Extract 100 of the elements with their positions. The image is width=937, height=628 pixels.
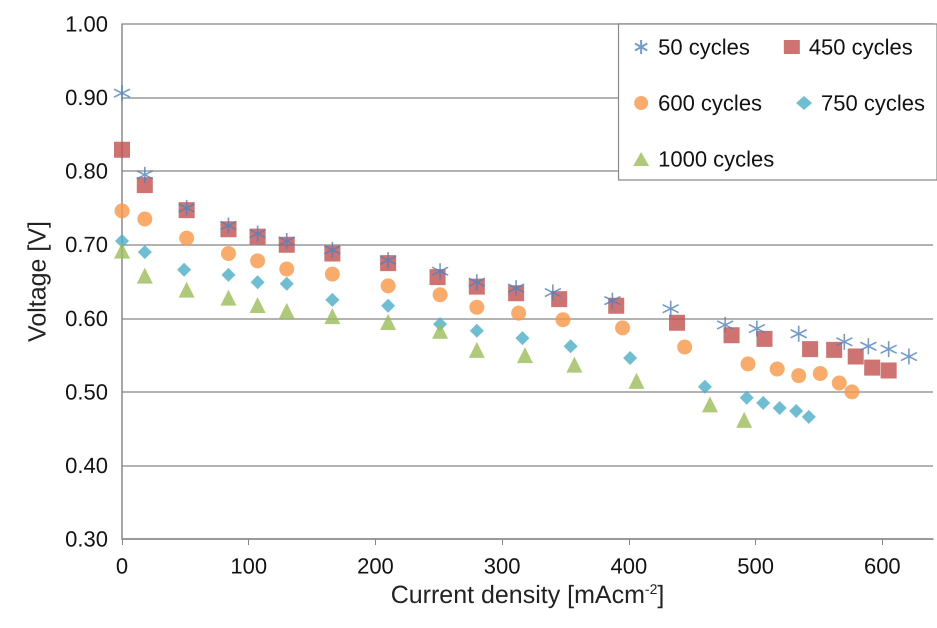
point bbox=[544, 284, 562, 302]
point bbox=[114, 142, 130, 158]
x-tick-label: 300 bbox=[484, 554, 521, 578]
point bbox=[756, 396, 770, 410]
point bbox=[628, 372, 644, 389]
point bbox=[114, 242, 130, 259]
point bbox=[860, 337, 878, 356]
point bbox=[662, 300, 680, 318]
y-tick-label: 0.90 bbox=[65, 85, 108, 110]
point bbox=[756, 330, 772, 347]
point bbox=[702, 396, 718, 412]
point bbox=[468, 342, 485, 358]
point bbox=[432, 322, 448, 339]
point bbox=[802, 341, 818, 358]
point bbox=[698, 380, 712, 394]
point bbox=[136, 177, 153, 194]
point bbox=[113, 84, 131, 102]
point bbox=[812, 366, 828, 381]
point bbox=[736, 412, 752, 428]
point bbox=[789, 404, 804, 418]
x-tick-label: 500 bbox=[737, 554, 774, 578]
y-tick-label: 0.40 bbox=[65, 452, 108, 478]
x-tick-label: 400 bbox=[610, 554, 648, 578]
point bbox=[826, 342, 842, 358]
point bbox=[669, 314, 686, 331]
point bbox=[677, 339, 692, 354]
point bbox=[832, 376, 847, 391]
point bbox=[880, 340, 898, 358]
legend-label: 450 cycles bbox=[808, 34, 913, 60]
y-tick-label: 1.00 bbox=[65, 12, 108, 36]
point bbox=[220, 290, 236, 306]
point bbox=[848, 348, 864, 365]
point bbox=[379, 251, 397, 269]
point bbox=[278, 232, 296, 250]
point bbox=[469, 300, 484, 315]
point bbox=[380, 314, 396, 330]
x-tick-label: 100 bbox=[230, 554, 268, 578]
point bbox=[220, 246, 236, 262]
point bbox=[250, 275, 265, 290]
point bbox=[844, 384, 860, 400]
point bbox=[790, 324, 808, 343]
point bbox=[880, 362, 897, 379]
point bbox=[470, 324, 484, 338]
point bbox=[248, 224, 266, 242]
legend-label: 50 cycles bbox=[658, 34, 750, 60]
y-tick-label: 0.70 bbox=[65, 232, 108, 258]
y-tick-label: 0.30 bbox=[65, 526, 108, 552]
point bbox=[740, 356, 756, 372]
y-tick-label: 0.80 bbox=[65, 158, 108, 184]
point bbox=[566, 356, 582, 373]
point bbox=[220, 216, 238, 234]
point bbox=[221, 268, 236, 282]
point bbox=[791, 368, 806, 384]
point bbox=[178, 282, 195, 298]
point bbox=[324, 266, 340, 282]
point bbox=[740, 390, 754, 405]
point bbox=[114, 203, 130, 218]
y-tick-label: 0.50 bbox=[65, 379, 108, 404]
point bbox=[136, 166, 154, 184]
point bbox=[835, 333, 854, 351]
point bbox=[468, 273, 486, 292]
point bbox=[177, 262, 192, 277]
point bbox=[900, 348, 918, 366]
point bbox=[250, 253, 266, 268]
point bbox=[137, 211, 152, 226]
point bbox=[280, 276, 294, 291]
point bbox=[432, 287, 448, 302]
point bbox=[278, 302, 295, 319]
legend-label: 1000 cycles bbox=[658, 146, 774, 172]
point bbox=[381, 298, 396, 313]
point bbox=[179, 230, 194, 246]
point bbox=[138, 245, 152, 260]
point bbox=[279, 261, 294, 276]
point bbox=[623, 351, 638, 366]
point bbox=[802, 410, 816, 424]
legend-label: 600 cycles bbox=[658, 90, 762, 116]
point bbox=[511, 306, 526, 321]
point bbox=[178, 199, 196, 217]
point bbox=[325, 292, 340, 307]
point bbox=[250, 297, 266, 314]
legend-label: 750 cycles bbox=[821, 90, 926, 116]
point bbox=[324, 308, 340, 324]
point bbox=[724, 327, 740, 344]
point bbox=[515, 331, 530, 346]
point bbox=[507, 279, 525, 297]
point bbox=[772, 401, 787, 416]
point bbox=[516, 347, 533, 364]
y-axis-title: Voltage [V] bbox=[24, 221, 52, 342]
x-tick-label: 0 bbox=[116, 554, 128, 578]
point bbox=[380, 278, 396, 294]
point bbox=[555, 312, 570, 328]
point bbox=[604, 292, 622, 310]
point bbox=[748, 320, 766, 338]
x-tick-label: 200 bbox=[357, 554, 394, 578]
point bbox=[864, 360, 880, 376]
y-tick-label: 0.60 bbox=[65, 306, 108, 331]
point bbox=[431, 262, 449, 280]
point bbox=[324, 241, 342, 259]
point bbox=[716, 316, 734, 334]
x-tick-label: 600 bbox=[864, 554, 901, 578]
